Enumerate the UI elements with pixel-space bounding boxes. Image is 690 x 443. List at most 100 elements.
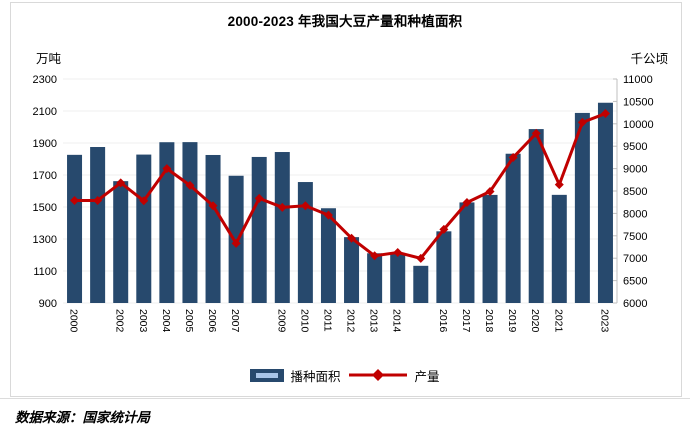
legend-line-label: 产量	[414, 369, 440, 384]
bar-2011	[320, 208, 336, 303]
right-axis-tick-label: 7500	[623, 231, 647, 243]
bottom-divider	[0, 398, 690, 399]
marker-2013	[370, 251, 380, 261]
bar-2015	[413, 265, 429, 303]
right-axis-tick-label: 8000	[623, 208, 647, 220]
x-label-2023: 2023	[598, 309, 610, 333]
bar-2022	[574, 112, 590, 303]
bar-2010	[297, 182, 313, 303]
bar-2021	[551, 194, 567, 303]
marker-2012	[347, 233, 357, 243]
marker-2002	[116, 178, 126, 188]
marker-2005	[185, 180, 195, 190]
right-axis-tick-label: 6000	[623, 298, 647, 310]
marker-2014	[393, 247, 403, 257]
chart-title: 2000-2023 年我国大豆产量和种植面积	[227, 14, 463, 29]
line-series-legend-key	[348, 369, 407, 381]
x-label-2012: 2012	[345, 309, 357, 333]
bar-2008	[251, 156, 267, 303]
marker-2023	[600, 109, 610, 119]
marker-2006	[208, 201, 218, 211]
bar-2017	[459, 202, 475, 303]
data-source-note: 数据来源：国家统计局	[15, 410, 150, 426]
right-axis-tick-label: 10000	[623, 119, 654, 131]
x-label-2014: 2014	[391, 309, 403, 333]
left-axis-tick-label: 2100	[33, 106, 57, 118]
marker-2011	[323, 210, 333, 220]
marker-2015	[416, 253, 426, 263]
marker-2007	[231, 238, 241, 248]
marker-2018	[485, 186, 495, 196]
x-label-2003: 2003	[137, 309, 149, 333]
left-axis-tick-label: 900	[39, 298, 57, 310]
x-label-2011: 2011	[321, 309, 333, 332]
right-axis-tick-label: 8500	[623, 186, 647, 198]
x-label-2021: 2021	[552, 309, 564, 333]
left-axis-tick-label: 1100	[33, 266, 57, 278]
x-label-2009: 2009	[275, 309, 287, 333]
marker-2003	[139, 196, 149, 206]
x-label-2004: 2004	[160, 309, 172, 333]
marker-2009	[277, 202, 287, 212]
left-axis-tick-label: 1900	[33, 138, 57, 150]
bar-2002	[113, 181, 129, 303]
x-label-2010: 2010	[298, 309, 310, 333]
x-label-2006: 2006	[206, 309, 218, 333]
bar-2012	[344, 237, 360, 303]
bar-series-legend-key	[250, 368, 285, 382]
bar-2005	[182, 142, 198, 303]
bar-2013	[367, 253, 383, 303]
x-label-2020: 2020	[529, 309, 541, 333]
x-label-2018: 2018	[483, 309, 495, 333]
marker-2010	[300, 201, 310, 211]
right-axis-tick-label: 6500	[623, 276, 647, 288]
marker-2008	[254, 193, 264, 203]
x-label-2017: 2017	[460, 309, 472, 333]
left-axis-tick-label: 2300	[33, 74, 57, 86]
x-label-2005: 2005	[183, 309, 195, 333]
left-axis-tick-label: 1700	[33, 170, 57, 182]
bar-2020	[528, 129, 544, 303]
marker-2004	[162, 164, 172, 174]
right-axis-unit: 千公顷	[630, 52, 668, 66]
legend-bar-swatch-inner	[256, 372, 279, 378]
bar-2000	[67, 154, 83, 303]
marker-2001	[93, 195, 103, 205]
marker-2022	[577, 117, 587, 127]
x-label-2007: 2007	[229, 309, 241, 333]
production-line	[73, 112, 607, 260]
bar-2009	[274, 152, 290, 303]
marker-2000	[70, 195, 80, 205]
bar-2014	[390, 254, 406, 303]
plot-area: 6000 6500 7000 7500 8000 8500 9000 9500 10000 105…	[33, 74, 654, 333]
bar-2016	[436, 231, 452, 303]
x-label-2013: 2013	[368, 309, 380, 333]
marker-2016	[439, 224, 449, 234]
marker-2019	[508, 153, 518, 163]
x-label-2019: 2019	[506, 309, 518, 333]
legend: 播种面积 产量	[0, 364, 690, 386]
legend-bar-label: 播种面积	[290, 369, 341, 384]
x-label-2002: 2002	[114, 309, 126, 333]
marker-2017	[462, 198, 472, 208]
right-axis-tick-label: 9000	[623, 164, 647, 176]
left-axis-unit: 万吨	[36, 52, 62, 66]
bar-2019	[505, 153, 521, 303]
x-label-2000: 2000	[68, 309, 80, 333]
bar-2023	[597, 102, 613, 303]
bar-2006	[205, 154, 221, 303]
bar-2003	[136, 154, 152, 303]
right-axis-tick-label: 10500	[623, 96, 654, 108]
x-label-2016: 2016	[437, 309, 449, 333]
right-axis-tick-label: 11000	[623, 74, 653, 86]
bar-2018	[482, 194, 498, 303]
bar-2001	[90, 147, 106, 303]
left-axis-tick-label: 1500	[33, 202, 57, 214]
marker-2020	[531, 128, 541, 138]
right-axis-tick-label: 9500	[623, 141, 647, 153]
left-axis-tick-label: 1300	[33, 234, 57, 246]
bar-2004	[159, 142, 175, 303]
right-axis-tick-label: 7000	[623, 253, 647, 265]
marker-2021	[554, 180, 564, 190]
